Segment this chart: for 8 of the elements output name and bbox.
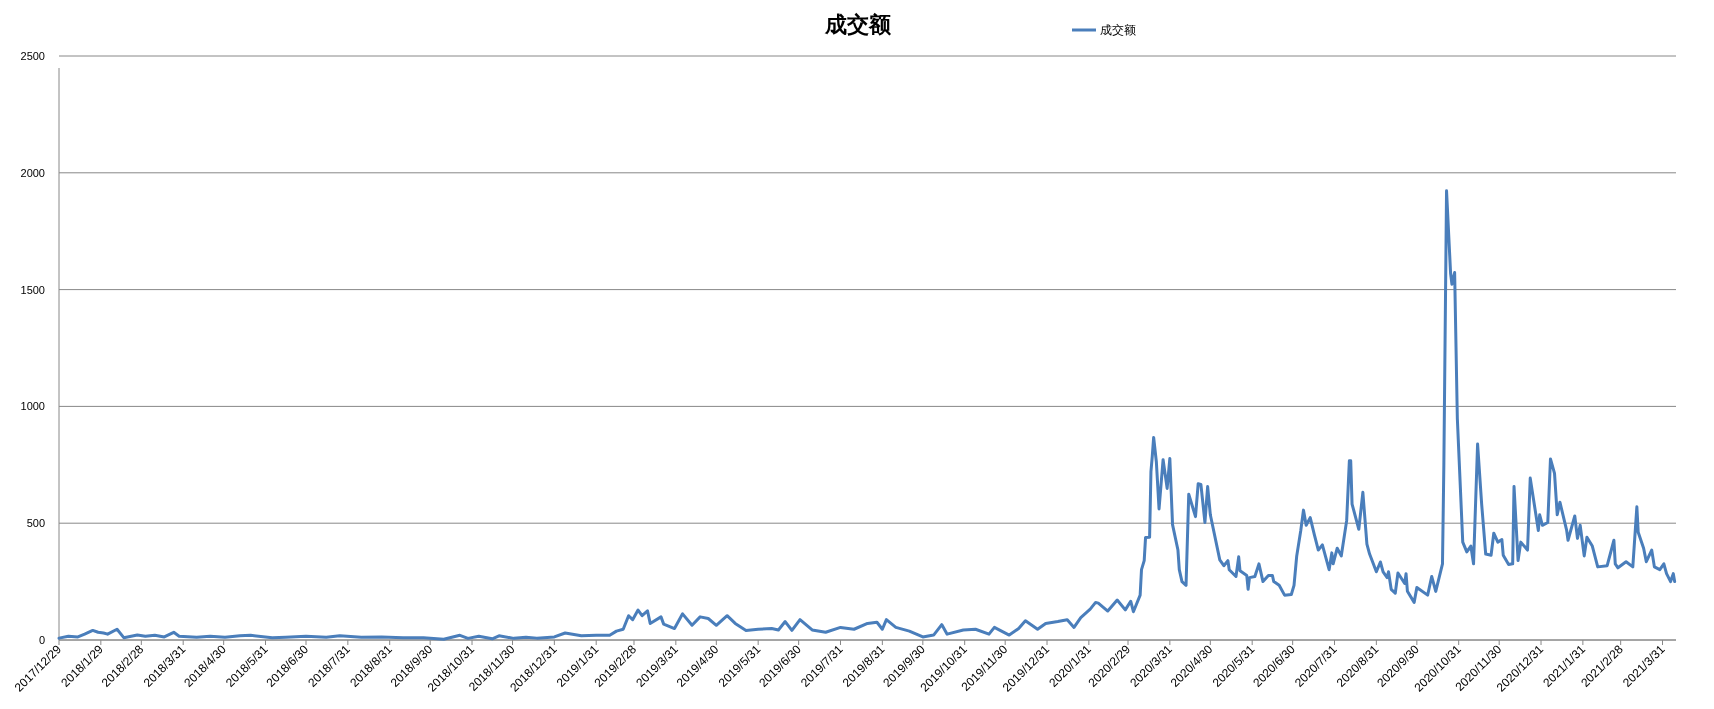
legend-label: 成交额 xyxy=(1100,23,1136,37)
y-tick-label: 1500 xyxy=(20,283,45,296)
y-tick-label: 2000 xyxy=(20,166,45,179)
y-tick-label: 500 xyxy=(26,517,45,530)
y-tick-label: 2500 xyxy=(20,50,45,62)
y-tick-label: 0 xyxy=(38,634,45,646)
y-tick-label: 1000 xyxy=(20,400,45,413)
chart-title: 成交额 xyxy=(824,12,892,37)
